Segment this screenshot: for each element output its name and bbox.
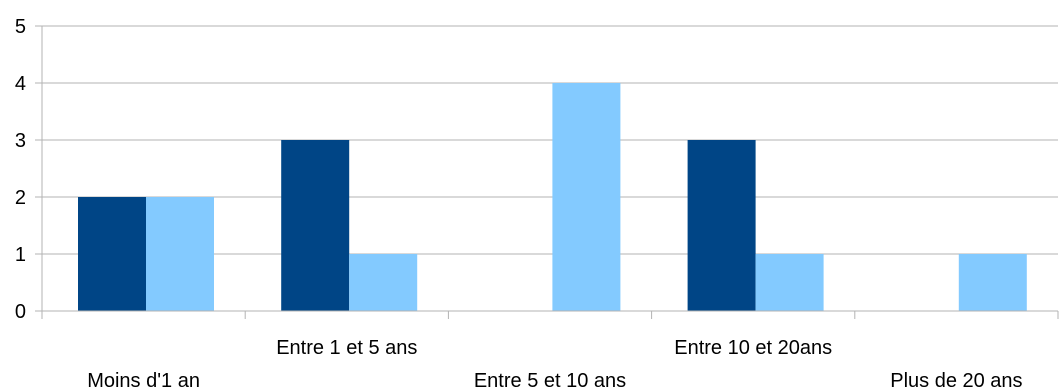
x-tick-labels: Moins d'1 an Entre 1 et 5 ans Entre 5 et 1… <box>87 337 1022 391</box>
y-tick-labels: 0 1 2 3 4 5 <box>15 16 26 323</box>
y-tick-label: 1 <box>15 244 26 266</box>
bar <box>552 83 621 311</box>
x-tick-label: Moins d'1 an <box>87 370 200 391</box>
bar <box>349 254 418 311</box>
y-tick-label: 2 <box>15 187 26 209</box>
bar <box>755 254 824 311</box>
bar <box>958 254 1027 311</box>
y-tick-label: 5 <box>15 16 26 38</box>
y-tick-label: 4 <box>15 73 26 95</box>
x-tick-label: Plus de 20 ans <box>890 370 1022 391</box>
x-tick-label: Entre 5 et 10 ans <box>474 370 626 391</box>
bar <box>146 197 214 311</box>
bar <box>78 197 146 311</box>
x-tick-label: Entre 10 et 20ans <box>674 337 832 359</box>
axes <box>35 25 1059 319</box>
y-tick-label: 0 <box>15 301 26 323</box>
x-tick-label: Entre 1 et 5 ans <box>276 337 417 359</box>
bar <box>687 140 756 311</box>
bars <box>78 83 1027 311</box>
bar <box>281 140 350 311</box>
y-tick-label: 3 <box>15 130 26 152</box>
